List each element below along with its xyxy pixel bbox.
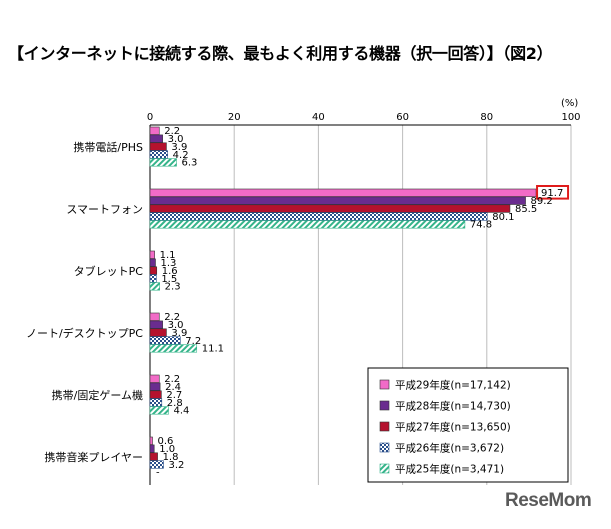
bar <box>149 142 167 151</box>
bar <box>149 204 511 213</box>
data-label: 4.4 <box>174 406 190 417</box>
bar <box>149 212 488 221</box>
data-label: 85.5 <box>515 204 537 215</box>
legend-swatch <box>379 400 390 411</box>
data-label: 80.1 <box>492 212 514 223</box>
legend-label: 平成25年度(n=3,471) <box>395 463 504 476</box>
legend-label: 平成29年度(n=17,142) <box>395 379 511 392</box>
bar <box>149 312 160 321</box>
data-label: 2.3 <box>165 282 181 293</box>
data-label: 11.1 <box>202 344 224 355</box>
bars <box>149 126 537 469</box>
category-label: ノート/デスクトップPC <box>26 326 143 340</box>
data-label: 7.2 <box>185 336 201 347</box>
bar <box>149 220 466 229</box>
bar <box>149 274 157 283</box>
data-label: 1.0 <box>159 444 175 455</box>
data-labels: 2.23.03.94.26.391.789.285.580.174.81.11.… <box>156 126 570 479</box>
data-label: 6.3 <box>182 158 198 169</box>
category-label: 携帯/固定ゲーム機 <box>52 388 143 402</box>
bar <box>149 406 169 415</box>
bar <box>149 258 156 267</box>
data-label: 3.0 <box>168 320 184 331</box>
resemom-logo: ReseMom <box>505 490 592 511</box>
x-tick-label: 100 <box>561 112 580 123</box>
legend: 平成29年度(n=17,142) 平成28年度(n=14,730) 平成27年度(n… <box>367 367 569 483</box>
highlight-box <box>536 185 570 200</box>
data-label: 1.1 <box>160 250 176 261</box>
bar <box>149 134 163 143</box>
data-label: 2.2 <box>164 312 180 323</box>
legend-label: 平成28年度(n=14,730) <box>395 400 511 413</box>
category-label: タブレットPC <box>74 264 144 278</box>
category-label: スマートフォン <box>66 203 143 216</box>
data-label: 3.9 <box>171 328 187 339</box>
bar <box>149 344 198 353</box>
bar <box>149 452 158 461</box>
bar <box>149 460 164 469</box>
bar <box>149 282 160 291</box>
data-label: 74.8 <box>470 220 492 231</box>
bar <box>149 444 155 453</box>
legend-swatch <box>379 421 390 432</box>
bar <box>149 126 160 135</box>
data-label: 91.7 <box>541 188 563 199</box>
bar <box>149 398 163 407</box>
chart-title: 【インターネットに接続する際、最もよく利用する機器（択一回答）】（図2） <box>8 44 553 63</box>
data-label: 4.2 <box>173 150 189 161</box>
legend-swatch <box>379 463 390 474</box>
x-tick-label: 80 <box>480 112 493 123</box>
data-label: 3.9 <box>171 142 187 153</box>
x-tick-label: 40 <box>312 112 325 123</box>
bar <box>149 250 155 259</box>
legend-label: 平成27年度(n=13,650) <box>395 421 511 434</box>
bar <box>149 188 537 197</box>
category-label: 携帯音楽プレイヤー <box>44 450 143 464</box>
category-label: 携帯電話/PHS <box>73 140 143 154</box>
bar <box>149 382 161 391</box>
legend-swatch <box>379 442 390 453</box>
data-label: 2.8 <box>167 398 183 409</box>
x-tick-label: 0 <box>147 112 153 123</box>
axis-unit-label: (%) <box>561 98 578 109</box>
legend-box <box>367 367 569 483</box>
bar <box>149 328 167 337</box>
x-tick-label: 60 <box>396 112 409 123</box>
bar <box>149 320 163 329</box>
bar <box>149 390 162 399</box>
legend-label: 平成26年度(n=3,672) <box>395 442 504 455</box>
bar <box>149 436 153 445</box>
data-label: 3.2 <box>168 460 184 471</box>
x-tick-label: 20 <box>228 112 241 123</box>
data-label: 3.0 <box>168 134 184 145</box>
data-label: 1.5 <box>161 274 177 285</box>
x-axis-ticks: 0 20 40 60 80 100 <box>147 112 581 123</box>
bar <box>149 196 526 205</box>
data-label: 2.4 <box>165 382 181 393</box>
data-label: 1.8 <box>163 452 179 463</box>
data-label: 89.2 <box>531 196 553 207</box>
data-label: 1.3 <box>160 258 176 269</box>
bar <box>149 266 158 275</box>
bar <box>149 150 168 159</box>
data-label: 2.2 <box>164 374 180 385</box>
bar <box>149 374 160 383</box>
data-label: 0.6 <box>158 436 174 447</box>
data-label: 1.6 <box>162 266 178 277</box>
legend-swatch <box>379 379 390 390</box>
data-label: 2.7 <box>166 390 182 401</box>
bar <box>149 158 177 167</box>
data-label: 2.2 <box>164 126 180 137</box>
data-label: - <box>156 468 160 479</box>
